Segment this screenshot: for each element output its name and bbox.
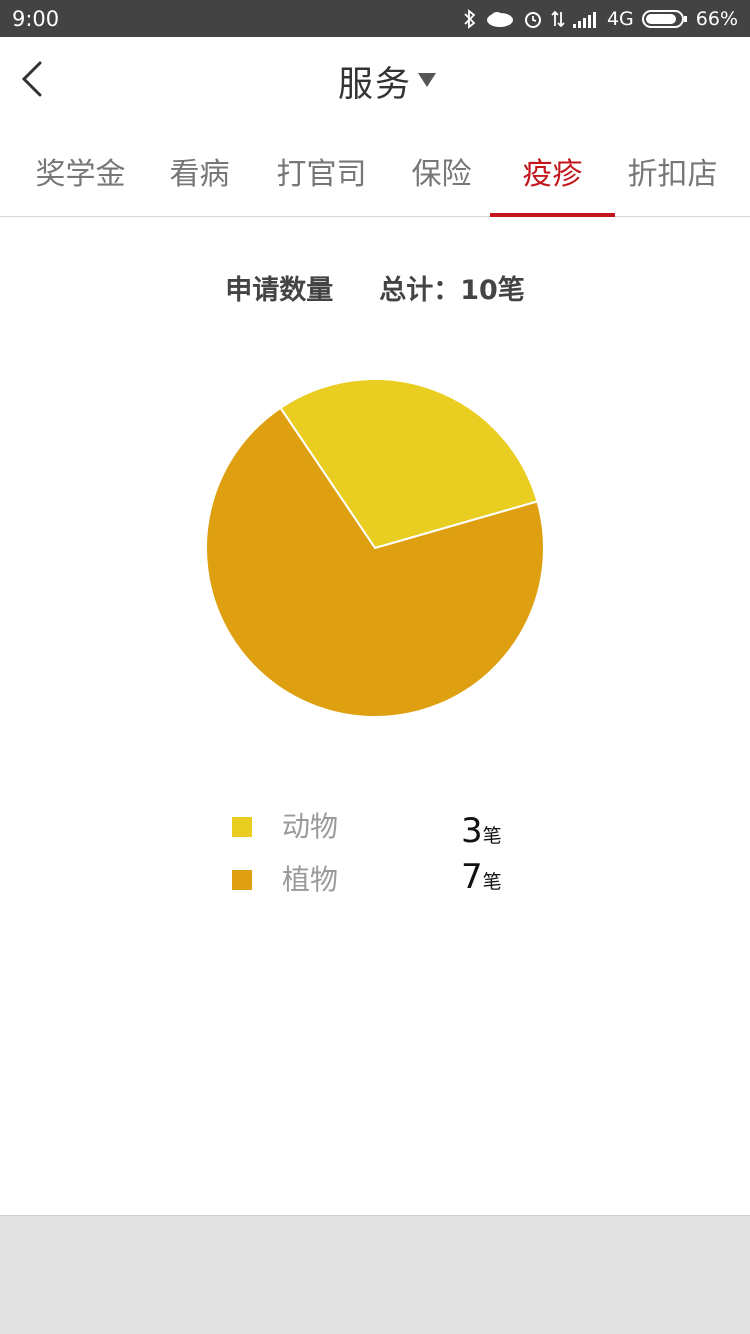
- signal-icon: [572, 10, 599, 28]
- pie-chart: [205, 378, 545, 718]
- tab-bar: 奖学金 看病 打官司 保险 疫疹 折扣店: [0, 125, 750, 217]
- bottom-bar: [0, 1215, 750, 1334]
- legend-label: 动物: [282, 810, 339, 843]
- page-title: 服务: [337, 64, 412, 105]
- legend-count-unit: 笔: [482, 825, 502, 847]
- pie-slice-1: [205, 406, 545, 718]
- legend-swatch: [232, 870, 252, 890]
- legend-count-value: 3: [461, 811, 483, 851]
- network-type: 4G: [606, 8, 634, 30]
- legend-count-unit: 笔: [482, 871, 502, 893]
- summary-label: 申请数量: [225, 274, 334, 306]
- tab-epidemic[interactable]: 疫疹: [490, 125, 615, 217]
- tab-label: 奖学金: [35, 157, 126, 192]
- legend-count: 3笔: [461, 811, 502, 856]
- tab-insurance[interactable]: 保险: [379, 125, 504, 217]
- summary-total: 总计：10笔: [379, 274, 525, 306]
- legend-item-animal: 动物 3笔: [0, 805, 750, 855]
- dropdown-triangle-icon[interactable]: [414, 69, 440, 91]
- back-button[interactable]: [12, 57, 52, 105]
- legend-count: 7笔: [461, 857, 502, 902]
- tab-label: 看病: [169, 157, 230, 192]
- tab-label: 保险: [411, 157, 472, 192]
- tab-doctor[interactable]: 看病: [137, 125, 262, 217]
- tab-label: 折扣店: [627, 157, 718, 192]
- active-tab-indicator: [490, 213, 615, 217]
- status-time: 9:00: [12, 7, 60, 31]
- alarm-icon: [523, 9, 543, 29]
- summary: 申请数量 总计：10笔: [0, 262, 750, 312]
- legend-swatch: [232, 817, 252, 837]
- cloud-icon: [485, 9, 515, 29]
- bluetooth-icon: [463, 9, 477, 29]
- app-header: 服务: [0, 37, 750, 125]
- data-transfer-icon: [551, 9, 565, 29]
- back-arrow-icon: [21, 61, 43, 101]
- status-icons: 4G 66%: [463, 5, 738, 33]
- legend-count-value: 7: [461, 857, 483, 897]
- tab-lawsuit[interactable]: 打官司: [259, 125, 384, 217]
- tab-discount-store[interactable]: 折扣店: [610, 125, 735, 217]
- pie-slice-0: [279, 378, 539, 550]
- battery-percent: 66%: [695, 8, 738, 30]
- legend-label: 植物: [282, 863, 339, 896]
- status-bar: 9:00 4G 66%: [0, 0, 750, 37]
- tab-label: 打官司: [276, 157, 367, 192]
- tab-scholarship[interactable]: 奖学金: [18, 125, 143, 217]
- tab-label: 疫疹: [522, 157, 583, 192]
- header-title-container: 服务: [0, 37, 750, 125]
- battery-icon: [641, 10, 688, 28]
- legend-item-plant: 植物 7笔: [0, 857, 750, 908]
